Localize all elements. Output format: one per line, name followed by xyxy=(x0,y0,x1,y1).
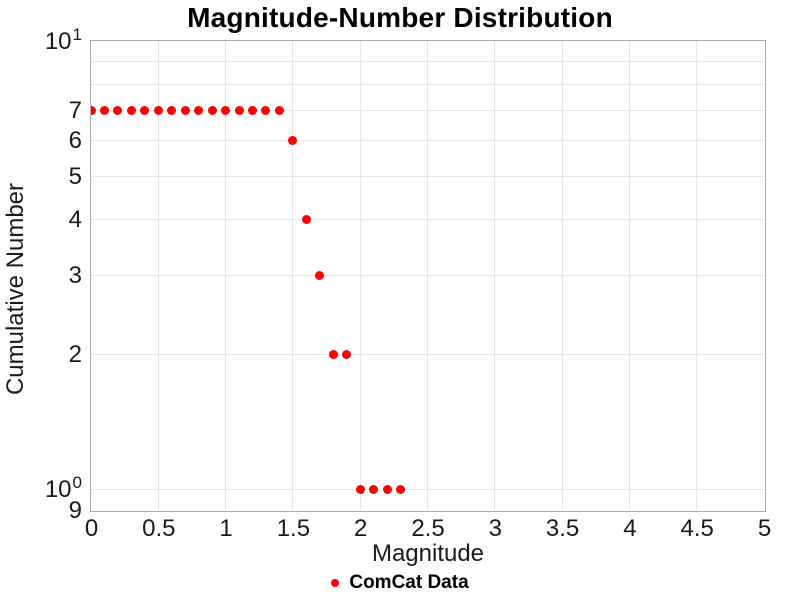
gridline-x xyxy=(628,41,630,510)
x-tick-label: 3 xyxy=(488,515,502,542)
x-tick-label: 1.5 xyxy=(276,515,311,542)
data-point xyxy=(167,105,177,115)
data-point xyxy=(248,105,258,115)
y-tick-label: 3 xyxy=(68,262,82,289)
chart-title: Magnitude-Number Distribution xyxy=(187,2,613,33)
y-tick-label: 5 xyxy=(68,162,82,190)
data-point xyxy=(153,105,163,115)
data-point xyxy=(99,105,109,115)
data-point xyxy=(288,135,298,145)
x-axis-title: Magnitude xyxy=(371,540,485,567)
data-point xyxy=(328,349,338,359)
x-tick-label: 1 xyxy=(219,515,233,542)
x-tick-label: 4 xyxy=(623,515,637,542)
data-point xyxy=(274,105,284,115)
gridline-x xyxy=(427,41,428,510)
y-axis-title: Cumulative Number xyxy=(2,182,29,396)
gridline-x xyxy=(494,41,496,510)
x-tick-label: 2.5 xyxy=(411,515,445,542)
gridline-x xyxy=(561,41,563,510)
plot-area xyxy=(90,40,766,512)
y-tick-label: 100 xyxy=(44,472,82,503)
x-tick-label: 4.5 xyxy=(680,515,714,542)
y-tick-label: 7 xyxy=(68,96,82,124)
legend-marker-icon xyxy=(331,579,340,587)
data-point xyxy=(194,105,204,115)
data-point xyxy=(221,105,231,115)
y-tick-label: 101 xyxy=(44,24,82,55)
y-tick-label: 4 xyxy=(68,205,82,233)
data-point xyxy=(315,271,325,280)
x-tick-label: 2 xyxy=(354,515,368,542)
data-point xyxy=(140,105,150,115)
data-point xyxy=(382,484,392,494)
data-point xyxy=(342,349,352,359)
gridline-x xyxy=(696,41,698,510)
x-tick-label: 5 xyxy=(757,515,772,542)
legend: ComCat Data xyxy=(0,571,800,595)
legend-item[interactable]: ComCat Data xyxy=(331,572,469,594)
data-point xyxy=(180,105,190,115)
x-tick-label: 0.5 xyxy=(142,515,176,542)
data-point xyxy=(261,105,271,115)
data-point xyxy=(91,105,96,115)
gridline-x xyxy=(359,41,361,510)
data-point xyxy=(126,105,136,115)
x-tick-label: 0 xyxy=(84,515,99,542)
gridline-x xyxy=(157,41,159,510)
gridline-x xyxy=(225,41,227,510)
data-point xyxy=(207,105,217,115)
x-tick-label: 3.5 xyxy=(545,515,580,542)
data-point xyxy=(369,484,379,494)
data-point xyxy=(301,214,311,224)
gridline-x xyxy=(292,41,294,510)
data-point xyxy=(396,484,406,494)
y-tick-label: 6 xyxy=(68,126,82,154)
legend-label: ComCat Data xyxy=(349,572,469,593)
y-tick-label: 9 xyxy=(68,496,82,524)
data-point xyxy=(355,484,365,494)
data-point xyxy=(113,105,123,115)
y-tick-label: 2 xyxy=(68,340,82,368)
data-point xyxy=(234,105,244,115)
